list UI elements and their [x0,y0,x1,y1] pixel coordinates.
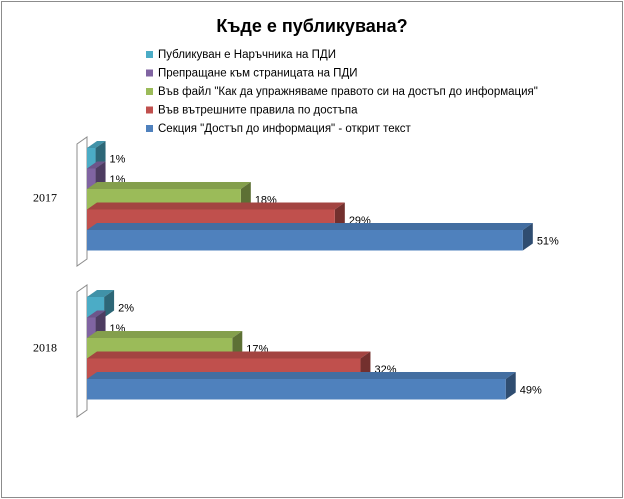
legend-swatch-4 [146,106,153,114]
bar-top-2017-s2 [87,161,106,169]
data-label-2017-s5: 51% [537,235,559,247]
legend-label-1: Публикуван е Наръчника на ПДИ [158,49,336,61]
bar-top-2017-s4 [87,202,345,210]
category-wall-2017 [76,136,88,267]
bar-top-2017-s5 [87,223,533,230]
legend-label-2: Препращане към страницата на ПДИ [158,68,358,80]
data-label-2018-s1: 2% [118,302,134,314]
category-wall-2018 [76,284,88,418]
legend-swatch-1 [146,51,153,58]
legend-swatch-2 [146,69,153,77]
legend-label-4: Във вътрешните правила по достъпа [158,105,358,117]
legend-swatch-5 [146,125,153,132]
bar-top-2018-s2 [87,310,106,318]
legend-label-3: Във файл "Как да упражняваме правото си … [158,86,538,98]
bar-top-2017-s1 [87,141,106,148]
bar-side-2017-s5 [522,223,533,251]
category-label-2018: 2018 [33,341,57,355]
bar-top-2018-s1 [87,290,115,297]
bar-2018-s5 [87,379,506,400]
bar-top-2018-s3 [87,331,243,338]
bar-top-2017-s3 [87,182,251,189]
bar-top-2018-s5 [87,372,516,379]
category-label-2017: 2017 [33,191,57,205]
bar-top-2018-s4 [87,351,371,359]
bar-2017-s5 [87,230,523,251]
bar-2018-s2 [87,317,96,338]
chart-title: Къде е публикувана? [216,16,408,36]
bar-side-2018-s1 [104,290,115,318]
bar-2017-s2 [87,168,96,189]
legend-label-5: Секция "Достъп до информация" - открит т… [158,123,412,135]
data-label-2018-s5: 49% [520,384,542,396]
bar-2017-s1 [87,148,96,169]
legend-swatch-3 [146,88,153,95]
bar-side-2018-s5 [505,372,516,400]
data-label-2017-s1: 1% [110,153,126,165]
